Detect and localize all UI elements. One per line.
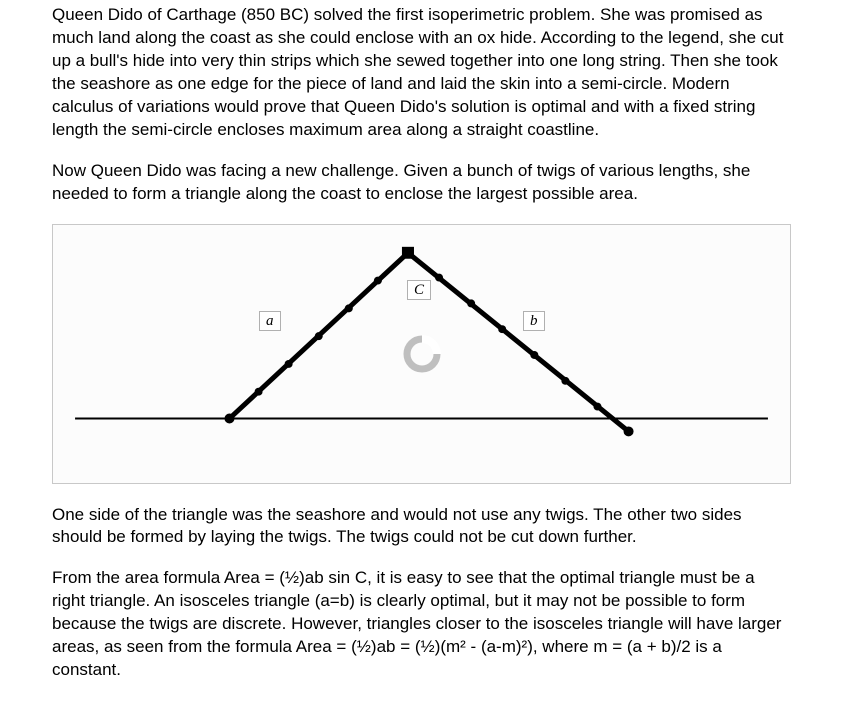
paragraph-4: From the area formula Area = (½)ab sin C… — [52, 567, 791, 682]
paragraph-3: One side of the triangle was the seashor… — [52, 504, 791, 550]
label-C: C — [407, 280, 431, 301]
page: Queen Dido of Carthage (850 BC) solved t… — [0, 0, 843, 720]
paragraph-1: Queen Dido of Carthage (850 BC) solved t… — [52, 4, 791, 142]
label-a: a — [259, 311, 281, 332]
triangle-figure: a C b — [52, 224, 791, 484]
paragraph-2: Now Queen Dido was facing a new challeng… — [52, 160, 791, 206]
label-b: b — [523, 311, 545, 332]
apex-node — [402, 246, 414, 258]
loading-spinner-icon — [402, 334, 442, 374]
